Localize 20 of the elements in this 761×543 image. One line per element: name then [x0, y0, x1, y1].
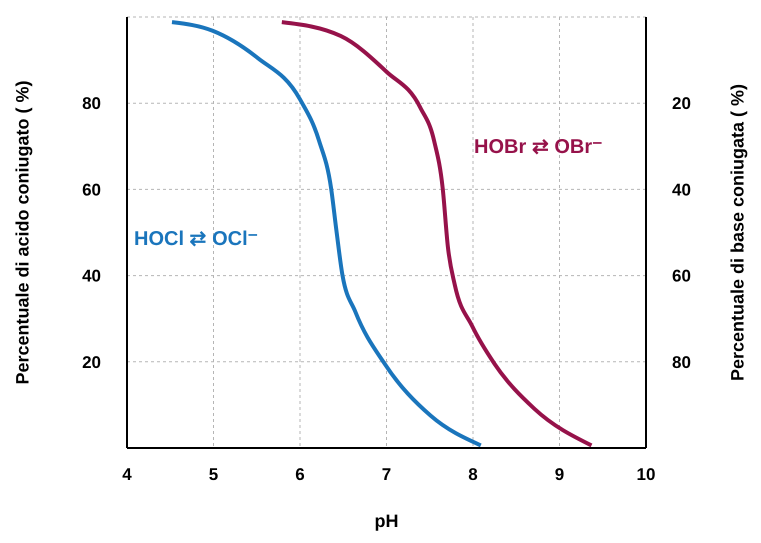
y2-tick-label: 80: [672, 352, 691, 372]
x-tick-label: 8: [468, 465, 478, 484]
x-tick-label: 5: [208, 465, 218, 484]
x-axis-title: pH: [374, 511, 398, 531]
y2-tick-label: 20: [672, 94, 691, 114]
y-tick-label: 20: [82, 352, 101, 372]
y-axis-title: Percentuale di acido coniugato ( %): [12, 80, 32, 385]
y-tick-label: 40: [82, 266, 101, 286]
y2-tick-label: 40: [672, 180, 691, 200]
x-tick-label: 10: [636, 465, 656, 484]
x-tick-label: 9: [554, 465, 564, 484]
y2-tick-label: 60: [672, 266, 691, 286]
text: HOCl ⇄ OCl⁻: [134, 227, 259, 251]
x-tick-label: 7: [382, 465, 392, 484]
x-tick-label: 4: [122, 465, 132, 484]
y-tick-label: 80: [82, 94, 101, 114]
y2-axis-title: Percentuale di base coniugata ( %): [727, 84, 748, 382]
x-tick-label: 6: [295, 465, 305, 484]
series-label: HOBr ⇄ OBr⁻: [474, 135, 604, 159]
y-tick-label: 60: [82, 180, 101, 200]
